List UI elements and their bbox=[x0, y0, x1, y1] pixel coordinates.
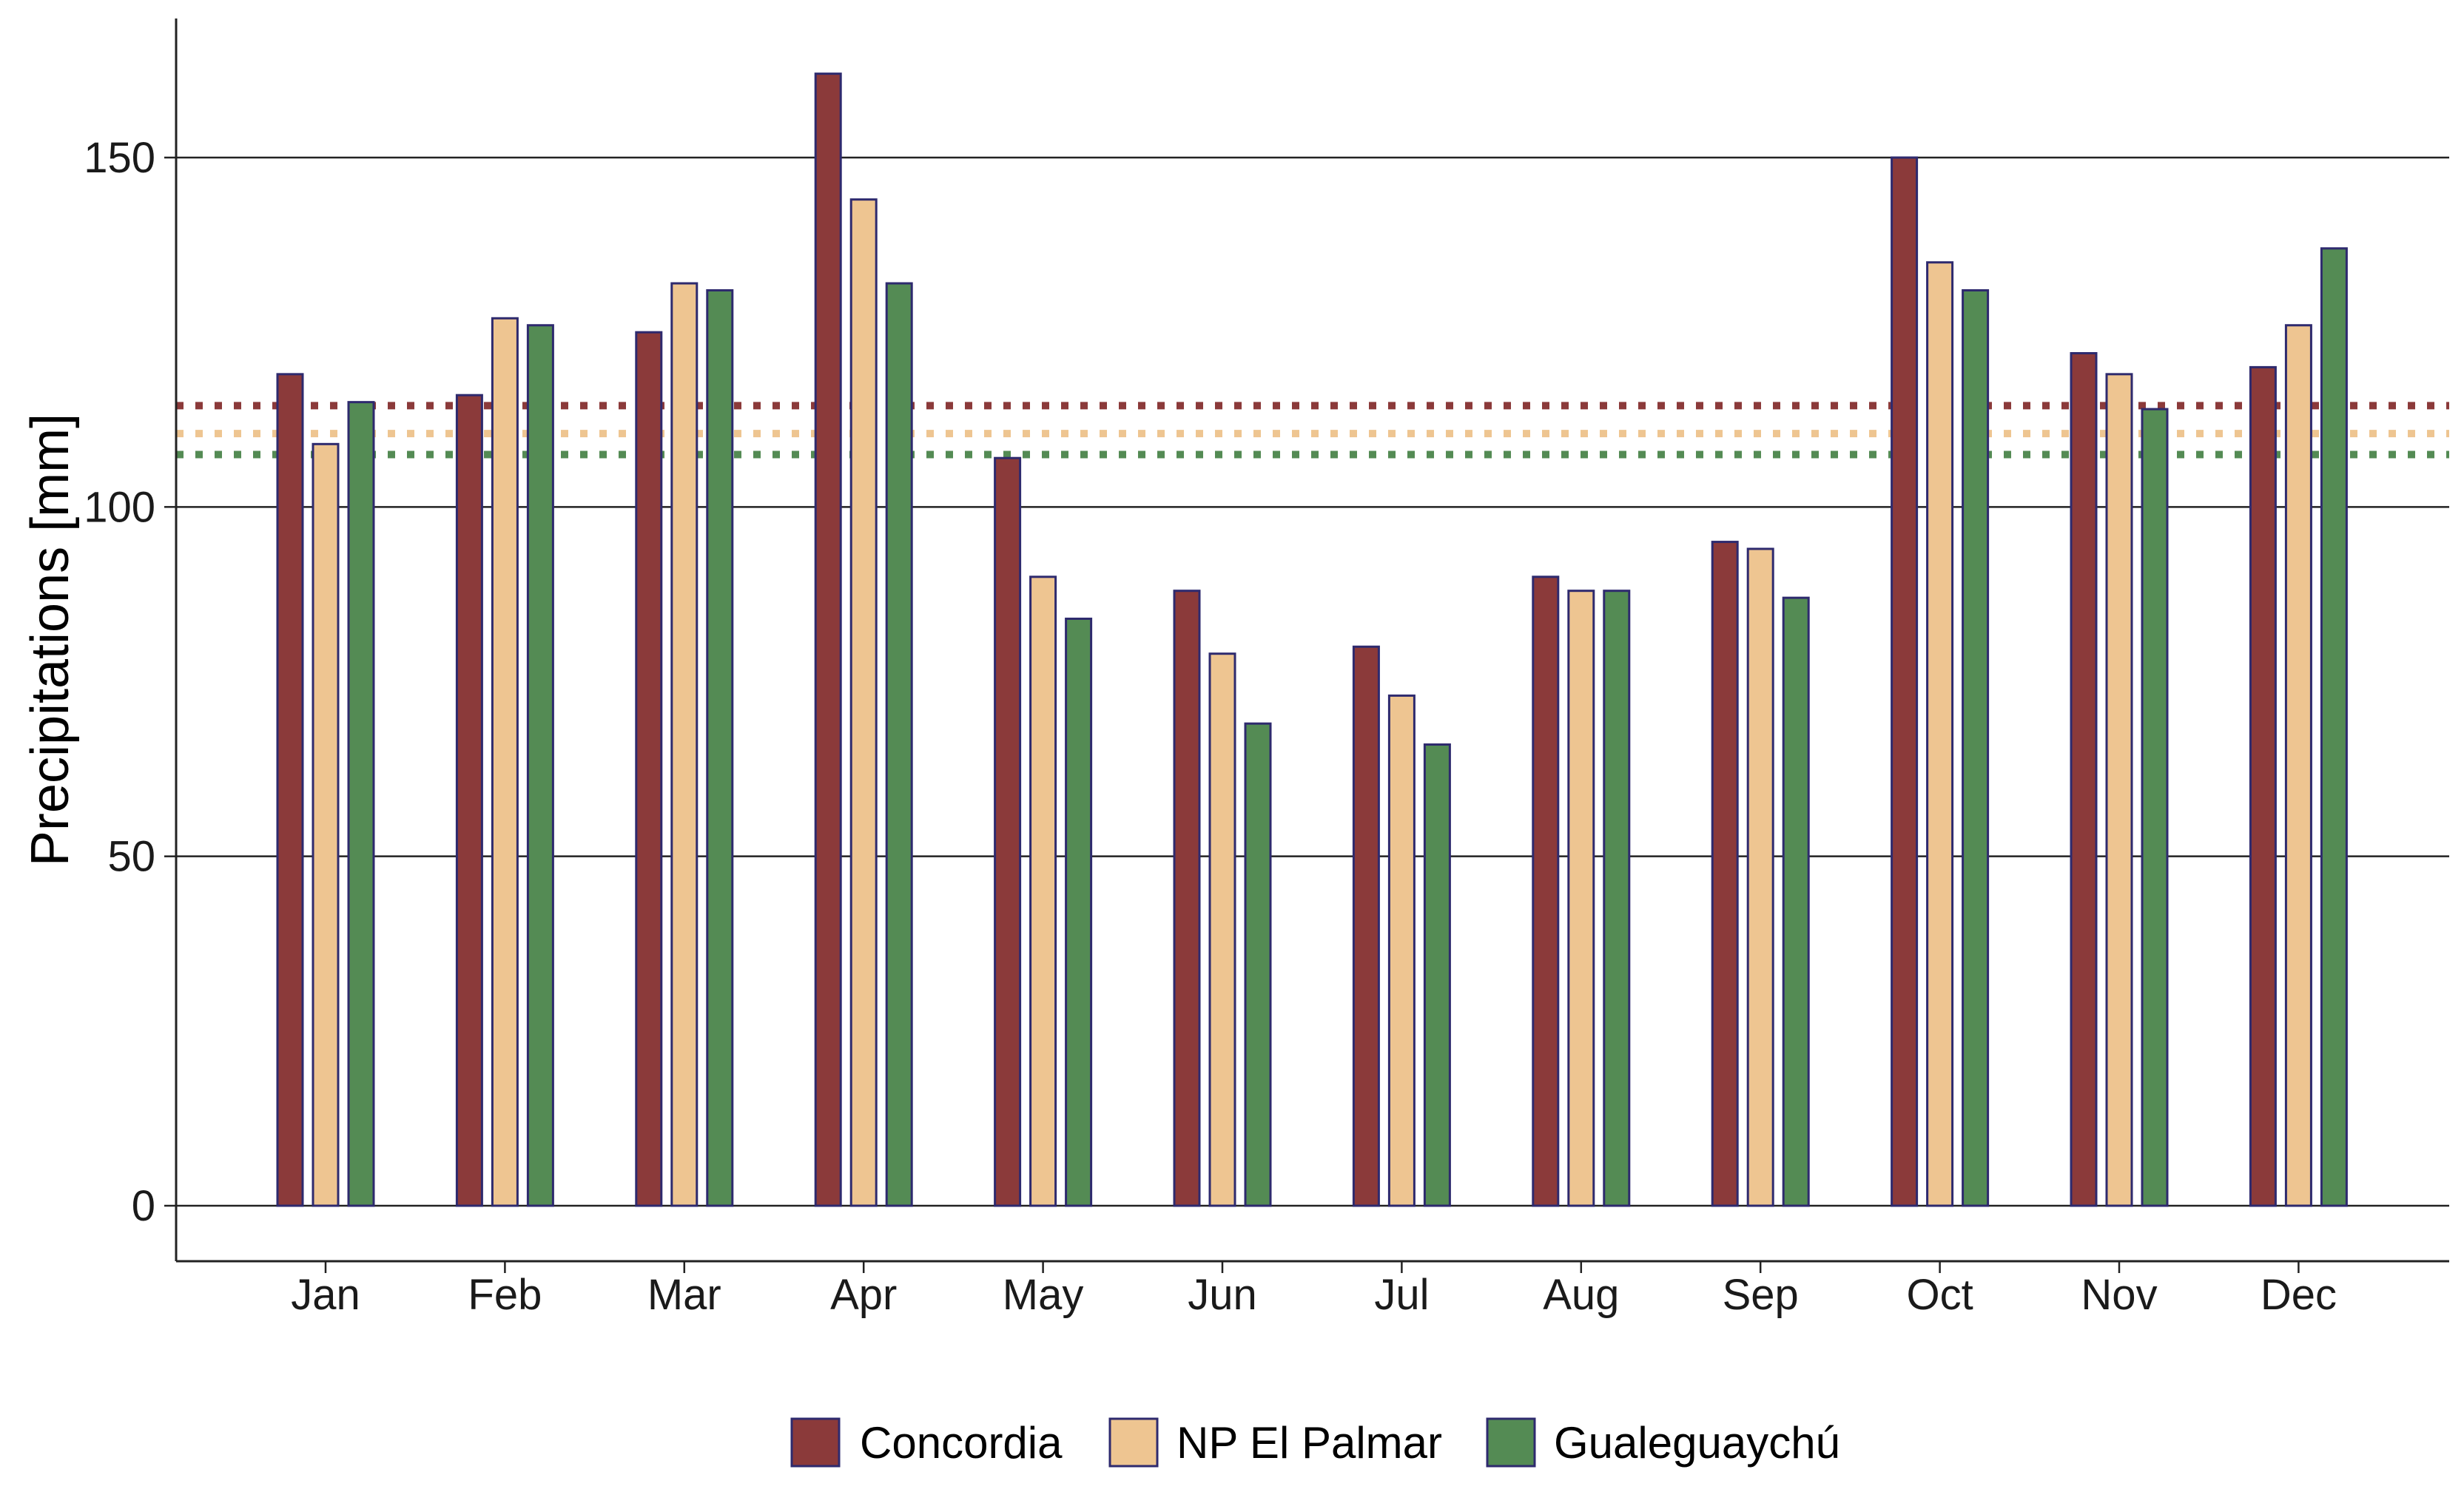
bar-nov-gualeguaych- bbox=[2141, 408, 2169, 1207]
x-tick-label-sep: Sep bbox=[1723, 1271, 1799, 1319]
bar-jun-gualeguaych- bbox=[1244, 722, 1272, 1207]
y-tick-label-150: 150 bbox=[84, 134, 155, 182]
bar-mar-np-el-palmar bbox=[670, 282, 699, 1207]
bar-jul-gualeguaych- bbox=[1423, 743, 1451, 1207]
bar-jan-np-el-palmar bbox=[312, 442, 340, 1207]
legend-swatch-gualeguaych- bbox=[1486, 1417, 1536, 1468]
y-axis-title: Precipitations [mm] bbox=[21, 413, 80, 866]
legend-label-gualeguaych-: Gualeguaychú bbox=[1554, 1418, 1840, 1468]
bar-mar-gualeguaych- bbox=[706, 288, 734, 1207]
bar-feb-gualeguaych- bbox=[526, 324, 554, 1207]
x-tick-label-apr: Apr bbox=[830, 1271, 897, 1319]
bar-dec-concordia bbox=[2249, 365, 2277, 1207]
legend: Concordia NP El Palmar Gualeguaychú bbox=[790, 1417, 1840, 1468]
axes bbox=[175, 18, 2449, 1263]
bar-apr-concordia bbox=[814, 72, 842, 1207]
bar-mar-concordia bbox=[635, 331, 663, 1207]
x-tick-label-jun: Jun bbox=[1188, 1271, 1257, 1319]
bar-oct-concordia bbox=[1891, 156, 1919, 1207]
bar-jul-np-el-palmar bbox=[1387, 694, 1416, 1207]
bar-feb-np-el-palmar bbox=[491, 317, 519, 1207]
bar-sep-concordia bbox=[1711, 541, 1739, 1207]
bar-apr-np-el-palmar bbox=[849, 198, 878, 1207]
legend-swatch-np-el-palmar bbox=[1108, 1417, 1159, 1468]
y-tick-labels: 0 50 100 150 bbox=[84, 134, 176, 1230]
x-tick-label-dec: Dec bbox=[2261, 1271, 2337, 1319]
bar-sep-np-el-palmar bbox=[1746, 547, 1774, 1207]
legend-label-concordia: Concordia bbox=[860, 1418, 1063, 1468]
bar-oct-gualeguaych- bbox=[1962, 288, 1990, 1207]
x-tick-label-oct: Oct bbox=[1906, 1271, 1973, 1319]
bar-jan-gualeguaych- bbox=[347, 401, 375, 1207]
y-tick-label-0: 0 bbox=[132, 1182, 155, 1230]
bar-may-np-el-palmar bbox=[1029, 575, 1057, 1207]
bar-dec-np-el-palmar bbox=[2284, 324, 2312, 1207]
y-tick-label-100: 100 bbox=[84, 483, 155, 531]
x-tick-label-feb: Feb bbox=[468, 1271, 542, 1319]
x-tick-label-may: May bbox=[1003, 1271, 1084, 1319]
legend-swatch-concordia bbox=[790, 1417, 841, 1468]
legend-label-np-el-palmar: NP El Palmar bbox=[1177, 1418, 1442, 1468]
bar-may-gualeguaych- bbox=[1065, 617, 1093, 1207]
x-tick-label-mar: Mar bbox=[647, 1271, 721, 1319]
bar-apr-gualeguaych- bbox=[885, 282, 913, 1207]
y-tick-label-50: 50 bbox=[107, 833, 155, 881]
bar-sep-gualeguaych- bbox=[1782, 596, 1810, 1207]
bar-oct-np-el-palmar bbox=[1926, 261, 1954, 1207]
x-tick-label-jul: Jul bbox=[1374, 1271, 1429, 1319]
bar-nov-np-el-palmar bbox=[2105, 373, 2133, 1207]
mean-lines bbox=[176, 402, 2449, 459]
x-tick-label-jan: Jan bbox=[291, 1271, 360, 1319]
bar-jun-concordia bbox=[1173, 590, 1201, 1207]
x-tick-labels: Jan Feb Mar Apr May Jun Jul Aug Sep Oct Nov Dec bbox=[291, 1261, 2337, 1319]
bar-jul-concordia bbox=[1352, 645, 1380, 1207]
bar-aug-gualeguaych- bbox=[1603, 590, 1631, 1207]
bar-aug-concordia bbox=[1532, 575, 1560, 1207]
bar-aug-np-el-palmar bbox=[1567, 590, 1595, 1207]
bar-dec-gualeguaych- bbox=[2320, 247, 2348, 1207]
bars bbox=[276, 72, 2348, 1207]
bar-jan-concordia bbox=[276, 373, 304, 1207]
bar-nov-concordia bbox=[2070, 352, 2098, 1207]
x-tick-label-nov: Nov bbox=[2081, 1271, 2157, 1319]
x-tick-label-aug: Aug bbox=[1543, 1271, 1619, 1319]
bar-feb-concordia bbox=[455, 394, 483, 1207]
bar-jun-np-el-palmar bbox=[1208, 652, 1236, 1207]
bar-may-concordia bbox=[994, 456, 1022, 1207]
